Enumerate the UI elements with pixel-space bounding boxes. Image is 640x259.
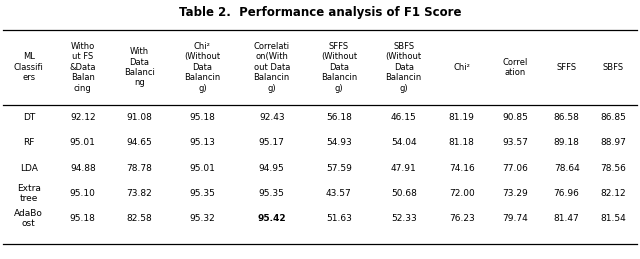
Text: 78.64: 78.64 [554,164,580,172]
Text: Witho
ut FS
&Data
Balan
cing: Witho ut FS &Data Balan cing [70,42,96,93]
Text: 54.04: 54.04 [391,139,417,147]
Text: 89.18: 89.18 [554,139,580,147]
Text: 50.68: 50.68 [391,189,417,198]
Text: 86.85: 86.85 [600,113,627,122]
Text: 47.91: 47.91 [391,164,417,172]
Text: 94.95: 94.95 [259,164,285,172]
Text: 82.58: 82.58 [127,214,152,223]
Text: 79.74: 79.74 [502,214,528,223]
Text: 92.12: 92.12 [70,113,95,122]
Text: Extra
tree: Extra tree [17,184,41,203]
Text: 81.18: 81.18 [449,139,475,147]
Text: 93.57: 93.57 [502,139,528,147]
Text: SFFS
(Without
Data
Balancin
g): SFFS (Without Data Balancin g) [321,42,357,93]
Text: Table 2.  Performance analysis of F1 Score: Table 2. Performance analysis of F1 Scor… [179,6,461,19]
Text: 95.10: 95.10 [70,189,96,198]
Text: With
Data
Balanci
ng: With Data Balanci ng [124,47,155,88]
Text: 74.16: 74.16 [449,164,475,172]
Text: SBFS: SBFS [603,63,624,72]
Text: 82.12: 82.12 [600,189,626,198]
Text: SBFS
(Without
Data
Balancin
g): SBFS (Without Data Balancin g) [386,42,422,93]
Text: 76.23: 76.23 [449,214,475,223]
Text: 73.29: 73.29 [502,189,528,198]
Text: 46.15: 46.15 [391,113,417,122]
Text: Chi²: Chi² [453,63,470,72]
Text: 91.08: 91.08 [127,113,152,122]
Text: 43.57: 43.57 [326,189,352,198]
Text: 95.18: 95.18 [189,113,215,122]
Text: 52.33: 52.33 [391,214,417,223]
Text: 95.13: 95.13 [189,139,215,147]
Text: 95.35: 95.35 [259,189,285,198]
Text: 72.00: 72.00 [449,189,475,198]
Text: 86.58: 86.58 [554,113,580,122]
Text: LDA: LDA [20,164,38,172]
Text: 92.43: 92.43 [259,113,285,122]
Text: Correlati
on(With
out Data
Balancin
g): Correlati on(With out Data Balancin g) [253,42,290,93]
Text: 57.59: 57.59 [326,164,352,172]
Text: 77.06: 77.06 [502,164,528,172]
Text: 73.82: 73.82 [127,189,152,198]
Text: ML
Classifi
ers: ML Classifi ers [14,52,44,82]
Text: 78.56: 78.56 [600,164,627,172]
Text: 54.93: 54.93 [326,139,352,147]
Text: SFFS: SFFS [557,63,577,72]
Text: 94.65: 94.65 [127,139,152,147]
Text: 51.63: 51.63 [326,214,352,223]
Text: DT: DT [23,113,35,122]
Text: 81.19: 81.19 [449,113,475,122]
Text: 88.97: 88.97 [600,139,627,147]
Text: 76.96: 76.96 [554,189,580,198]
Text: 95.01: 95.01 [189,164,215,172]
Text: 95.32: 95.32 [189,214,215,223]
Text: 95.01: 95.01 [70,139,96,147]
Text: 81.54: 81.54 [600,214,627,223]
Text: 95.35: 95.35 [189,189,215,198]
Text: AdaBo
ost: AdaBo ost [15,209,44,228]
Text: 95.42: 95.42 [257,214,286,223]
Text: RF: RF [23,139,35,147]
Text: 94.88: 94.88 [70,164,95,172]
Text: 95.18: 95.18 [70,214,96,223]
Text: 78.78: 78.78 [127,164,152,172]
Text: 90.85: 90.85 [502,113,528,122]
Text: 81.47: 81.47 [554,214,580,223]
Text: Chi²
(Without
Data
Balancin
g): Chi² (Without Data Balancin g) [184,42,220,93]
Text: Correl
ation: Correl ation [502,58,528,77]
Text: 95.17: 95.17 [259,139,285,147]
Text: 56.18: 56.18 [326,113,352,122]
